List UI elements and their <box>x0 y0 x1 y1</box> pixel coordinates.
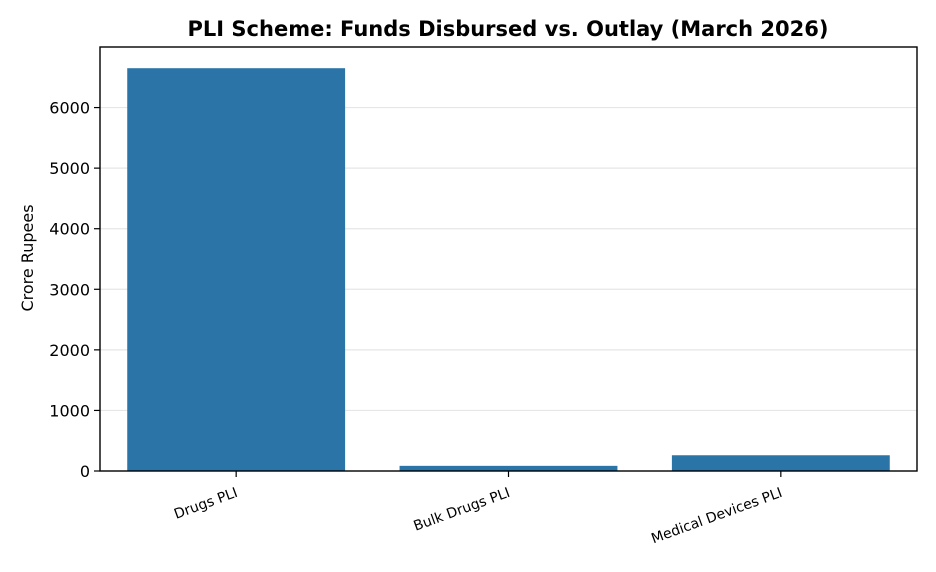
y-tick-label: 0 <box>80 462 90 481</box>
x-tick-label: Medical Devices PLI <box>649 485 784 547</box>
bars <box>127 68 890 471</box>
y-tick-label: 2000 <box>49 341 90 360</box>
x-tick-label: Drugs PLI <box>172 485 240 523</box>
y-tick-label: 5000 <box>49 159 90 178</box>
y-tick-label: 4000 <box>49 220 90 239</box>
x-axis-ticks: Drugs PLI Bulk Drugs PLI Medical Devices P… <box>172 471 785 547</box>
y-tick-label: 6000 <box>49 99 90 118</box>
y-axis-ticks: 0 1000 2000 3000 4000 5000 6000 <box>49 99 100 481</box>
bar <box>127 68 346 471</box>
chart-title: PLI Scheme: Funds Disbursed vs. Outlay (… <box>188 17 829 41</box>
x-tick-label: Bulk Drugs PLI <box>412 485 513 535</box>
y-tick-label: 3000 <box>49 280 90 299</box>
bar <box>399 465 618 471</box>
bar <box>671 455 890 471</box>
y-tick-label: 1000 <box>49 401 90 420</box>
y-axis-label: Crore Rupees <box>18 204 37 311</box>
